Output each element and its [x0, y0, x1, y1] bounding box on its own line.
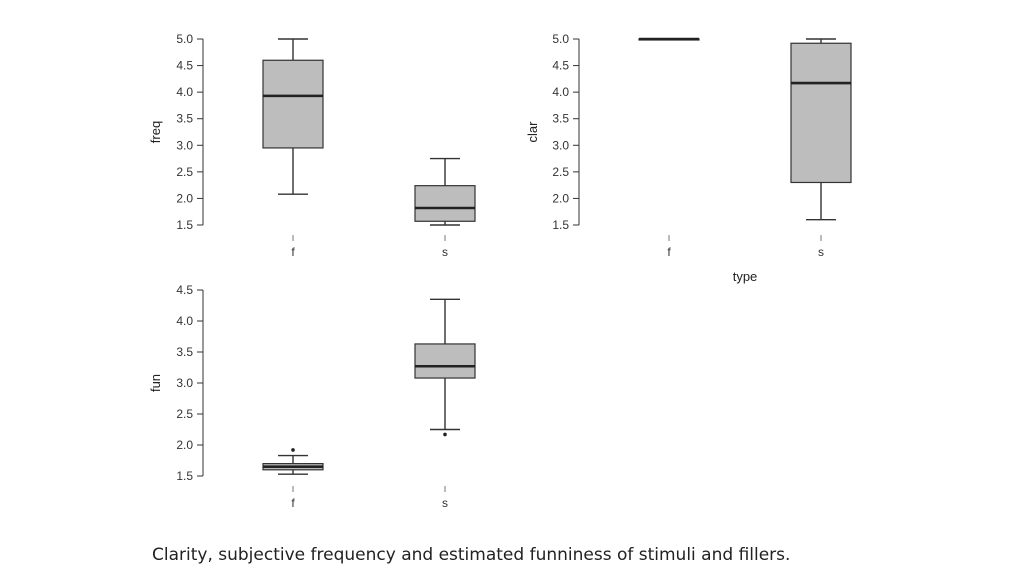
box-freq-s	[414, 157, 476, 226]
y-tick-label-fun-5: 4.0	[176, 314, 193, 328]
y-tick-label-fun-4: 3.5	[176, 345, 193, 359]
y-tick-label-clar-4: 3.5	[552, 112, 569, 126]
box-clar-s	[790, 38, 852, 221]
y-tick-label-freq-3: 3.0	[176, 138, 193, 152]
y-axis-label-freq: freq	[148, 121, 163, 143]
y-tick-label-freq-0: 1.5	[176, 218, 193, 232]
y-tick-label-freq-6: 4.5	[176, 59, 193, 73]
panel-fun: 1.5 2.0 2.5 3.0 3.5 4.0 4.5 fun f s	[148, 283, 476, 510]
box-body	[414, 343, 476, 379]
y-tick-label-clar-0: 1.5	[552, 218, 569, 232]
box-fun-s	[414, 298, 476, 437]
panel-freq: 1.5 2.0 2.5 3.0 3.5 4.0 4.5 5.0 freq f s	[148, 32, 476, 259]
box-body	[262, 59, 324, 149]
outlier-point	[443, 432, 447, 437]
box-body	[414, 185, 476, 222]
figure-caption: Clarity, subjective frequency and estima…	[152, 545, 791, 565]
y-axis-label-clar: clar	[525, 121, 540, 143]
box-clar-f	[638, 37, 700, 41]
x-tick-label-clar-f: f	[667, 245, 671, 259]
y-tick-label-freq-7: 5.0	[176, 32, 193, 46]
y-tick-label-fun-1: 2.0	[176, 438, 193, 452]
figure-canvas: 1.5 2.0 2.5 3.0 3.5 4.0 4.5 5.0 freq f s 1.5 2.0 2.5 3…	[148, 32, 852, 510]
y-tick-label-clar-1: 2.0	[552, 191, 569, 205]
y-tick-label-freq-5: 4.0	[176, 85, 193, 99]
y-tick-label-freq-1: 2.0	[176, 191, 193, 205]
y-axis-label-fun: fun	[148, 374, 163, 392]
y-tick-label-freq-2: 2.5	[176, 165, 193, 179]
y-tick-label-fun-3: 3.0	[176, 376, 193, 390]
x-tick-label-freq-f: f	[291, 245, 295, 259]
x-tick-label-clar-s: s	[818, 245, 824, 259]
y-tick-label-fun-0: 1.5	[176, 469, 193, 483]
y-tick-label-clar-7: 5.0	[552, 32, 569, 46]
x-tick-label-fun-f: f	[291, 496, 295, 510]
x-tick-label-fun-s: s	[442, 496, 448, 510]
y-tick-label-clar-2: 2.5	[552, 165, 569, 179]
panel-clar: 1.5 2.0 2.5 3.0 3.5 4.0 4.5 5.0 clar f s type	[525, 32, 852, 284]
y-tick-label-fun-2: 2.5	[176, 407, 193, 421]
box-fun-f	[262, 448, 324, 475]
outlier-point	[291, 448, 295, 452]
y-tick-label-freq-4: 3.5	[176, 112, 193, 126]
x-axis-label-clar: type	[733, 269, 758, 284]
y-tick-label-clar-3: 3.0	[552, 138, 569, 152]
x-tick-label-freq-s: s	[442, 245, 448, 259]
box-freq-f	[262, 38, 324, 195]
y-tick-label-clar-6: 4.5	[552, 59, 569, 73]
y-tick-label-clar-5: 4.0	[552, 85, 569, 99]
box-body	[790, 42, 852, 184]
y-tick-label-fun-6: 4.5	[176, 283, 193, 297]
